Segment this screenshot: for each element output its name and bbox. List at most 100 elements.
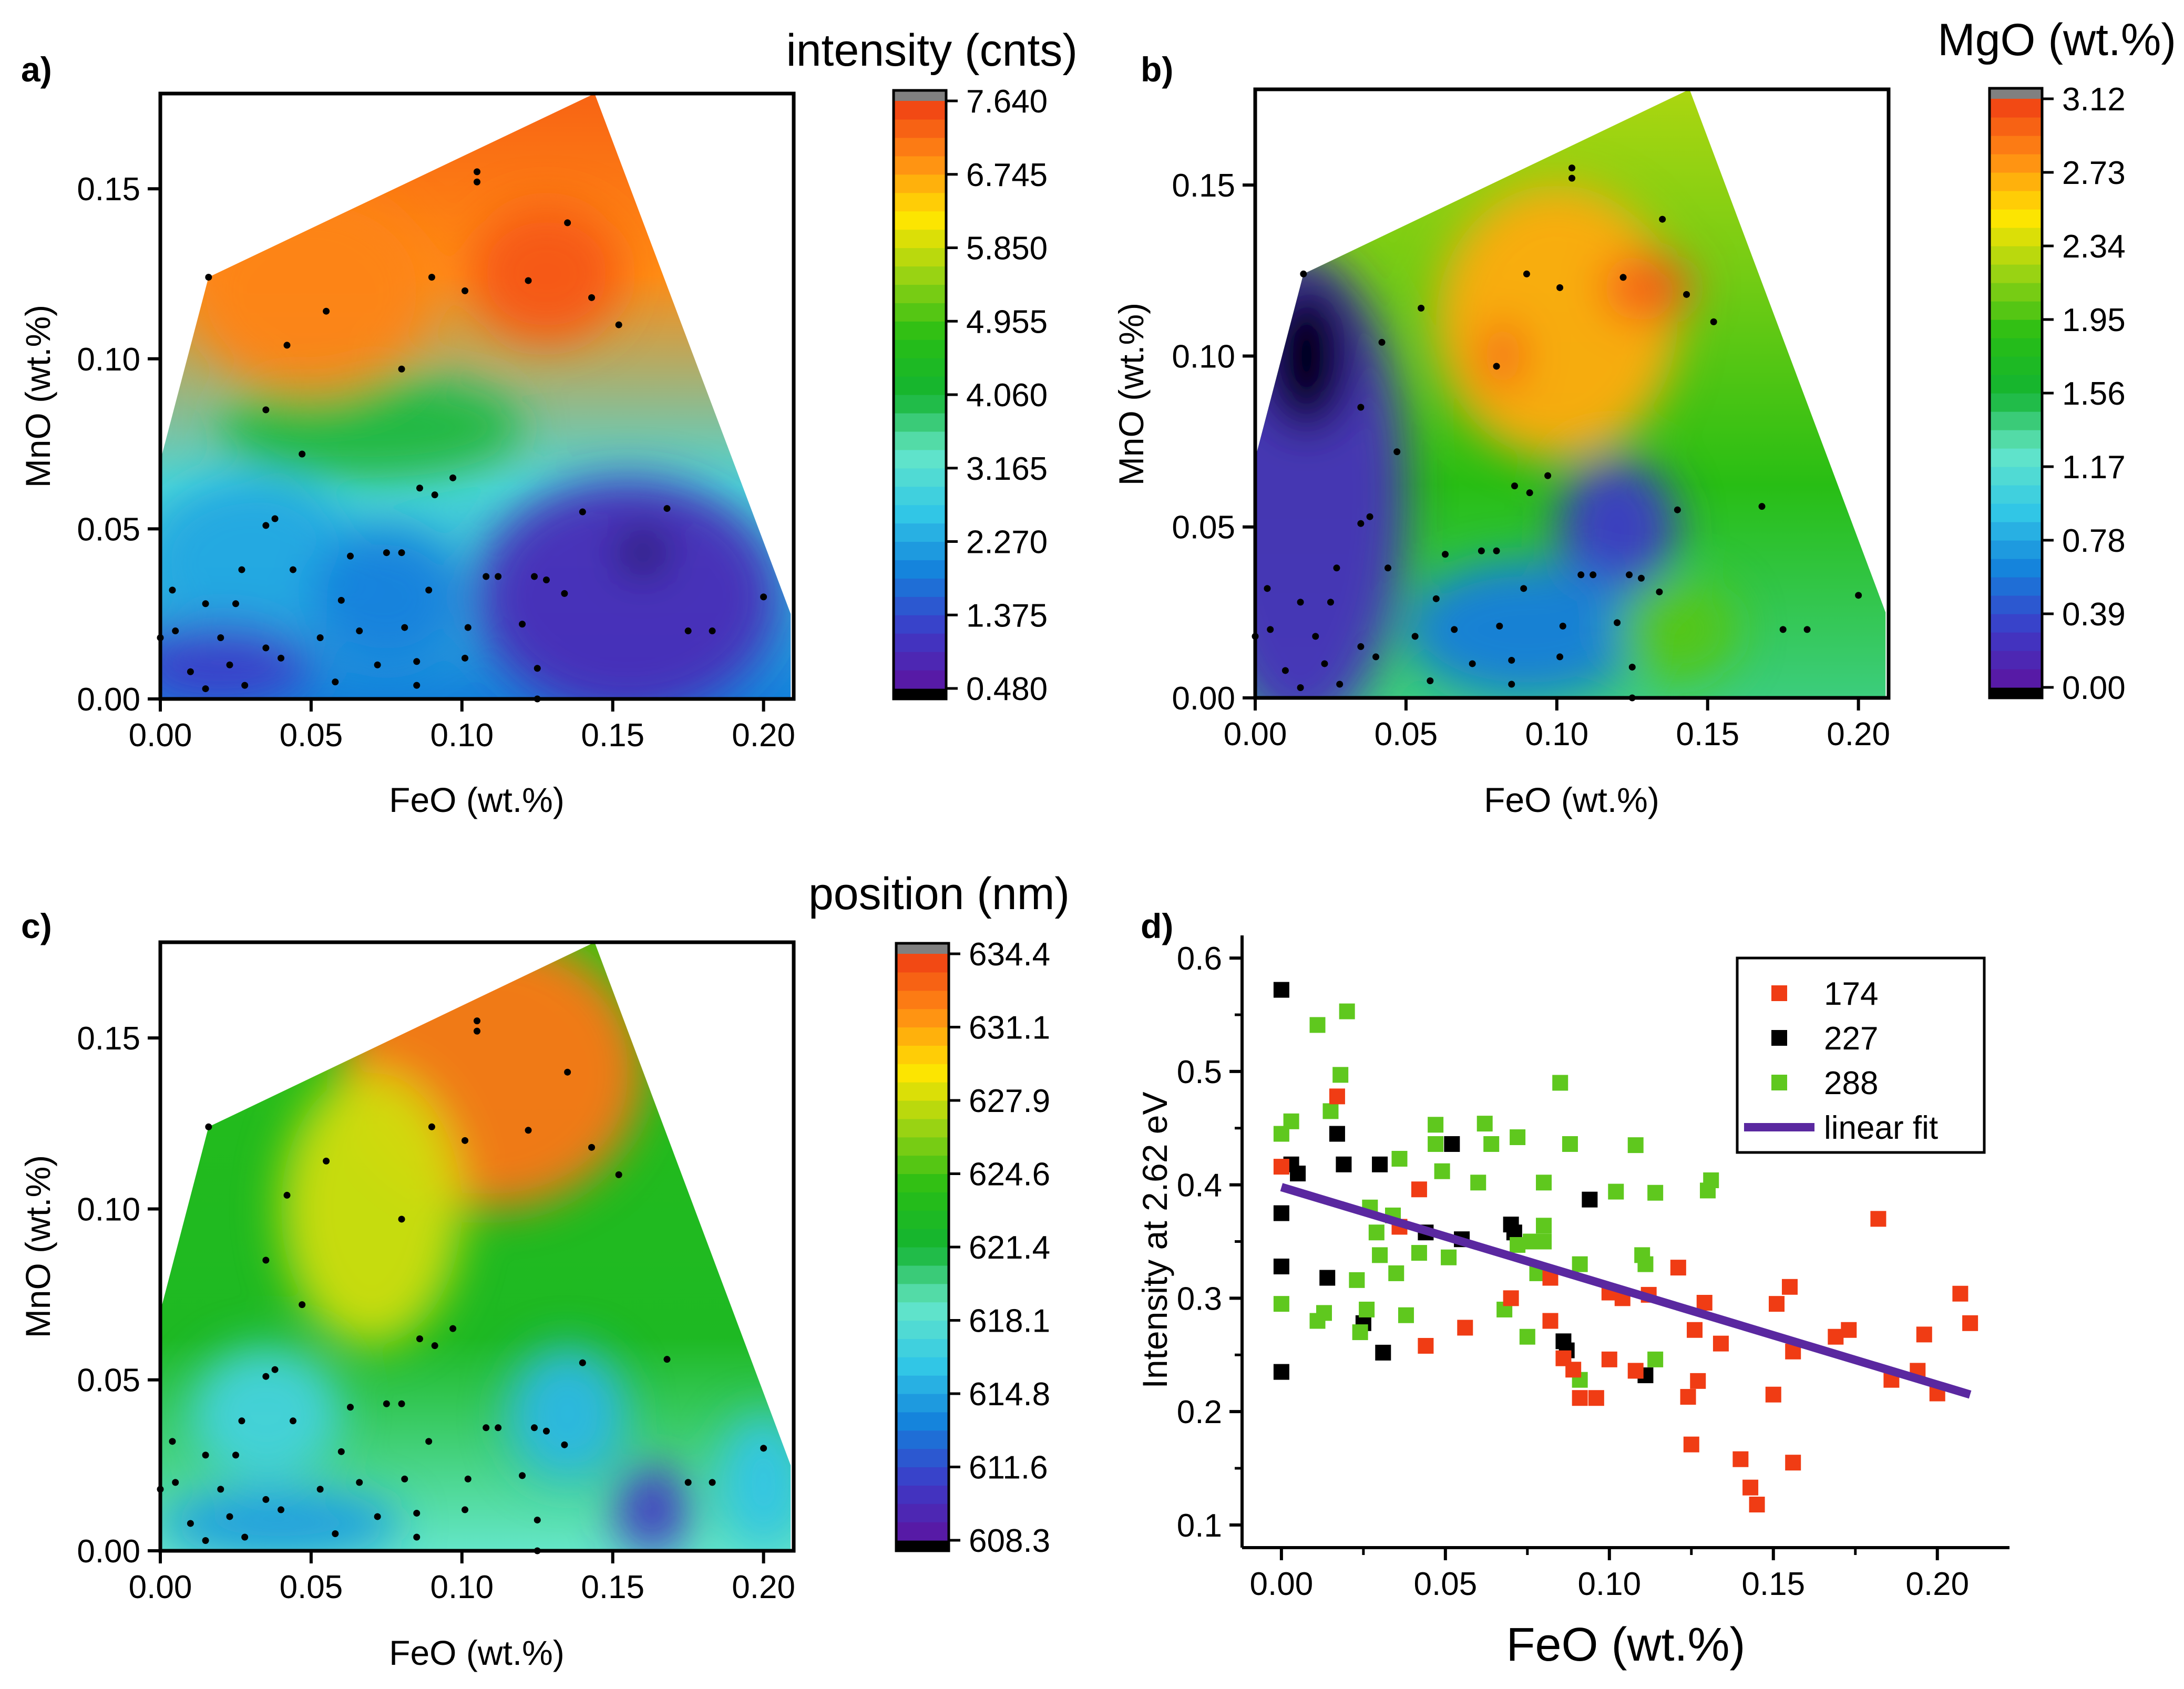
colorbar-tick-label: 634.4 [969, 936, 1050, 973]
x-tick-label: 0.15 [1741, 1566, 1805, 1602]
sample-point [1297, 599, 1304, 606]
sample-point [474, 168, 480, 176]
colorbar-swatch [896, 1394, 949, 1413]
sample-point [431, 1342, 438, 1350]
contour-region-a-6 [311, 529, 462, 665]
colorbar-title-b: MgO (wt.%) [1937, 15, 2176, 65]
y-tick-label: 0.4 [1177, 1168, 1222, 1204]
sample-point [413, 682, 421, 689]
x-tick-label: 0.00 [129, 1569, 192, 1605]
y-tick-label: 0.1 [1177, 1508, 1222, 1544]
colorbar-swatch [896, 1375, 949, 1394]
colorbar-swatch [1990, 595, 2042, 614]
sample-point [519, 1472, 526, 1479]
colorbar-swatch [894, 670, 946, 689]
scatter-point-174 [1273, 1159, 1289, 1175]
sample-point [684, 1479, 692, 1486]
sample-point [262, 1373, 270, 1380]
colorbar-swatch [1990, 375, 2042, 394]
plot-frame-c [158, 940, 796, 1553]
colorbar-swatch [1990, 485, 2042, 504]
colorbar-swatch [894, 303, 946, 322]
x-tick-label: 0.10 [430, 1569, 494, 1605]
sample-point [431, 491, 438, 499]
contour-region-c-5 [160, 1489, 402, 1551]
colorbar-tick-label: 4.955 [966, 304, 1048, 340]
scatter-point-288 [1316, 1305, 1332, 1321]
scatter-point-174 [1690, 1373, 1706, 1389]
sample-point [398, 1216, 405, 1223]
colorbar-swatch [894, 119, 946, 138]
sample-point [449, 1325, 457, 1332]
contour-region-b-1 [1261, 281, 1352, 431]
sample-point [542, 576, 550, 583]
sample-point [1590, 571, 1597, 579]
sample-point [760, 1445, 767, 1452]
colorbar-tick-label: 6.745 [966, 157, 1048, 193]
sample-point [425, 586, 433, 594]
sample-point [464, 624, 471, 631]
colorbar-swatch [1990, 614, 2042, 633]
colorbar-swatch [896, 1320, 949, 1339]
contour-region-a-3 [220, 376, 522, 478]
sample-point [1478, 547, 1485, 554]
colorbar-tick-label: 621.4 [969, 1230, 1050, 1266]
scatter-point-288 [1349, 1272, 1365, 1288]
plot-frame-a [158, 91, 796, 701]
sample-point [347, 1404, 354, 1411]
sample-point [1357, 404, 1365, 411]
colorbar-swatch [896, 1045, 949, 1064]
x-axis-a: 0.00 0.05 0.10 0.15 0.20 [129, 699, 795, 754]
sample-point [172, 627, 179, 635]
scatter-point-288 [1352, 1324, 1368, 1341]
sample-point [1264, 585, 1271, 592]
colorbar-tick-label: 627.9 [969, 1083, 1050, 1119]
colorbar-tick-label: 1.375 [966, 598, 1048, 634]
sample-point [1556, 284, 1564, 291]
sample-point [1683, 291, 1690, 298]
sample-point [1779, 626, 1787, 633]
colorbar-tick-label: 618.1 [969, 1303, 1050, 1340]
scatter-point-174 [1565, 1362, 1582, 1378]
sample-point [449, 474, 457, 481]
sample-point [1523, 270, 1530, 277]
contour-region-b-6 [1481, 322, 1524, 390]
x-axis-d: 0.00 0.05 0.10 0.15 0.20 [1250, 1548, 1969, 1602]
colorbar-swatch [894, 376, 946, 395]
panel-b-label: b) [1141, 50, 1173, 89]
scatter-point-288 [1339, 1003, 1355, 1019]
colorbar-tick-label: 608.3 [969, 1523, 1050, 1559]
scatter-point-174 [1962, 1315, 1978, 1331]
scatter-point-288 [1398, 1307, 1414, 1323]
colorbar-tick-label: 3.165 [966, 451, 1048, 487]
colorbar-swatch [896, 1430, 949, 1449]
sample-point [169, 1438, 176, 1445]
sample-point [332, 678, 339, 686]
colorbar-swatch [896, 1173, 949, 1192]
sample-point [1496, 622, 1503, 630]
scatter-point-288 [1273, 1296, 1289, 1312]
sample-point [413, 1533, 421, 1541]
legend-marker-288 [1771, 1075, 1787, 1090]
x-tick-label: 0.00 [1224, 716, 1287, 753]
sample-point [1333, 564, 1340, 572]
legend-label: 288 [1824, 1065, 1878, 1101]
colorbar-swatch [894, 578, 946, 597]
colorbar-swatch [894, 101, 946, 120]
colorbar-swatch [896, 1118, 949, 1138]
colorbar-tick-label: 0.00 [2062, 670, 2126, 706]
scatter-point-174 [1742, 1479, 1759, 1496]
colorbar-swatch [896, 1467, 949, 1486]
scatter-point-174 [1781, 1279, 1798, 1295]
panel-d-label: d) [1141, 907, 1173, 945]
sample-point [525, 277, 532, 284]
sample-point [1526, 489, 1533, 497]
sample-point [172, 1479, 179, 1486]
sample-point [483, 573, 490, 580]
colorbar-swatch [896, 1137, 949, 1156]
contour-field-b [1255, 185, 1738, 698]
sample-point [398, 549, 405, 557]
colorbar-swatch [1990, 430, 2042, 449]
colorbar-swatch [894, 468, 946, 487]
